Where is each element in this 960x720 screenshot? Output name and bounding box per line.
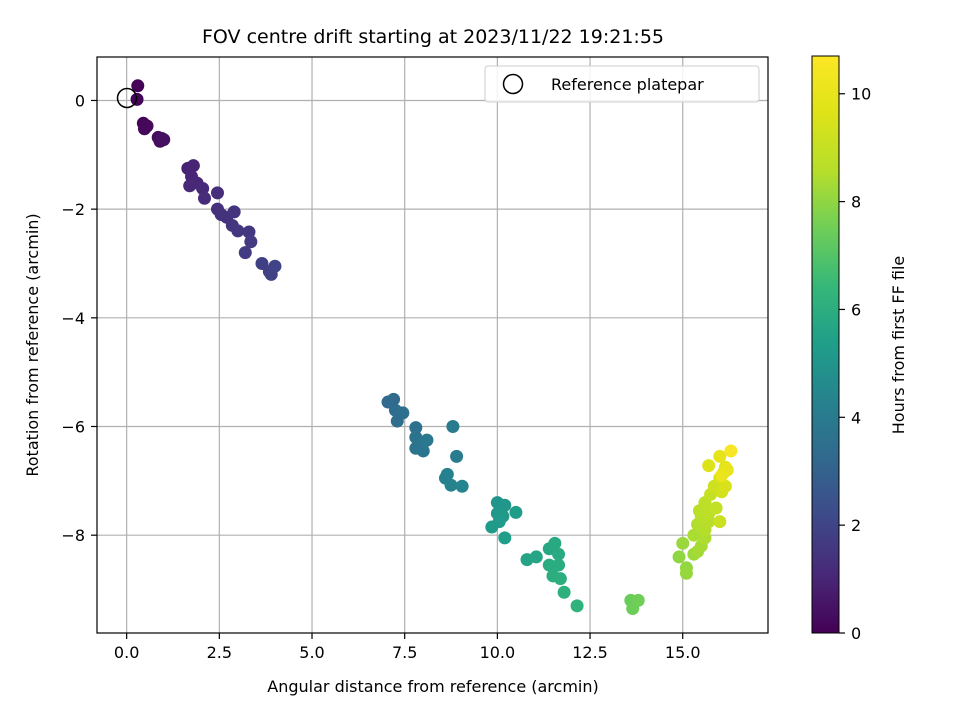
data-point <box>687 528 701 542</box>
data-point <box>231 224 245 238</box>
x-tick-label: 7.5 <box>392 643 417 662</box>
data-point <box>570 599 584 613</box>
y-tick-label: −4 <box>61 309 85 328</box>
colorbar-tick-label: 4 <box>851 408 861 427</box>
data-point <box>715 468 729 482</box>
colorbar-tick-label: 6 <box>851 300 861 319</box>
colorbar-tick-label: 2 <box>851 516 861 535</box>
data-point <box>440 467 454 481</box>
data-point <box>529 550 543 564</box>
data-point <box>709 501 723 515</box>
data-point <box>183 179 197 193</box>
x-tick-label: 10.0 <box>480 643 516 662</box>
data-point <box>210 186 224 200</box>
data-point <box>186 159 200 173</box>
data-point <box>155 132 169 146</box>
data-point <box>542 558 556 572</box>
data-point <box>140 119 154 133</box>
colorbar-tick-label: 8 <box>851 193 861 212</box>
data-point <box>672 550 686 564</box>
y-tick-label: −8 <box>61 526 85 545</box>
x-tick-label: 2.5 <box>207 643 232 662</box>
data-point <box>724 444 738 458</box>
x-axis-label: Angular distance from reference (arcmin) <box>267 677 598 696</box>
x-tick-label: 12.5 <box>572 643 608 662</box>
x-tick-label: 5.0 <box>299 643 324 662</box>
data-point <box>553 572 567 586</box>
data-point <box>557 585 571 599</box>
data-point <box>444 478 458 492</box>
colorbar-label: Hours from first FF file <box>889 256 908 435</box>
reference-point-marker <box>116 87 138 109</box>
colorbar <box>811 55 840 634</box>
y-tick-label: −6 <box>61 418 85 437</box>
data-point <box>676 536 690 550</box>
y-axis: 0 −2 −4 −6 −8 <box>61 91 97 545</box>
data-point <box>396 406 410 420</box>
data-point <box>409 421 423 435</box>
data-point <box>552 547 566 561</box>
legend-box <box>484 65 760 103</box>
data-point <box>196 182 210 196</box>
data-point <box>387 392 401 406</box>
plot-frame <box>96 56 769 634</box>
data-point <box>450 449 464 463</box>
data-point <box>268 259 282 273</box>
data-point <box>485 520 499 534</box>
legend-entry: Reference platepar <box>551 75 704 94</box>
data-point <box>420 433 434 447</box>
data-point <box>631 593 645 607</box>
data-points <box>130 79 738 616</box>
chart-title: FOV centre drift starting at 2023/11/22 … <box>202 26 664 48</box>
data-point <box>446 420 460 434</box>
legend: Reference platepar <box>484 65 760 103</box>
data-point <box>238 246 252 260</box>
colorbar-tick-label: 10 <box>851 85 871 104</box>
colorbar-axis: 0 2 4 6 8 10 <box>839 85 871 643</box>
data-point <box>131 79 145 93</box>
data-point <box>244 235 258 249</box>
data-point <box>552 558 566 572</box>
colorbar-tick-label: 0 <box>851 624 861 643</box>
data-point <box>702 459 716 473</box>
data-point <box>718 479 732 493</box>
grid <box>97 57 768 633</box>
data-point <box>679 566 693 580</box>
x-axis: 0.0 2.5 5.0 7.5 10.0 12.5 15.0 <box>114 633 701 662</box>
data-point <box>242 225 256 239</box>
data-point <box>455 479 469 493</box>
data-point <box>227 205 241 219</box>
data-point <box>713 449 727 463</box>
data-point <box>498 531 512 545</box>
data-point <box>713 515 727 529</box>
y-tick-label: 0 <box>75 91 85 110</box>
x-tick-label: 0.0 <box>114 643 139 662</box>
data-point <box>509 505 523 519</box>
y-tick-label: −2 <box>61 200 85 219</box>
y-axis-label: Rotation from reference (arcmin) <box>23 213 42 476</box>
x-tick-label: 15.0 <box>665 643 701 662</box>
data-point <box>198 191 212 205</box>
legend-marker-icon <box>502 73 524 95</box>
data-point <box>548 536 562 550</box>
